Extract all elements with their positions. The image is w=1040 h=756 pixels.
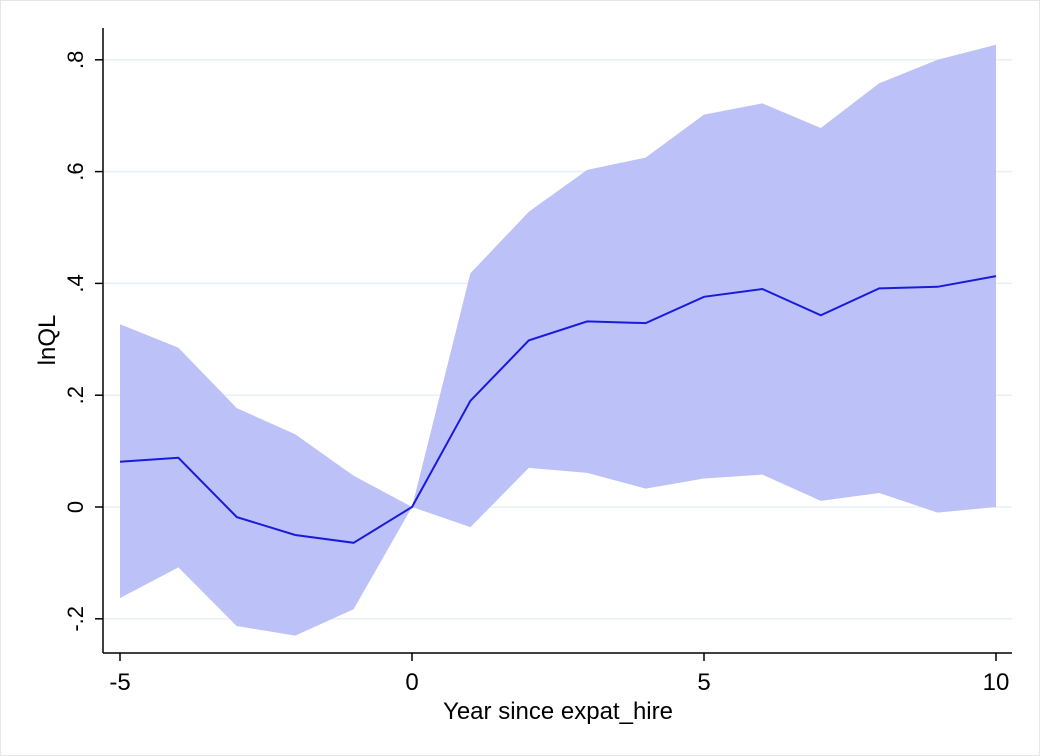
y-tick-label: .2 (63, 386, 88, 404)
y-axis-label: lnQL (34, 315, 61, 366)
series-line (119, 275, 997, 544)
y-tick-label: .8 (63, 51, 88, 69)
y-tick-label: 0 (63, 501, 88, 513)
y-tick-label: .6 (63, 162, 88, 180)
x-axis-label: Year since expat_hire (443, 698, 673, 725)
x-tick-label: 0 (405, 669, 418, 696)
x-tick-label: 10 (983, 669, 1010, 696)
y-tick-label: -.2 (63, 606, 88, 632)
confidence-band (120, 44, 996, 636)
x-tick-label: 5 (697, 669, 710, 696)
y-axis: -.2 0 .2 .4 .6 .8 (63, 28, 104, 653)
x-tick-label: -5 (109, 669, 130, 696)
y-tick-label: .4 (63, 274, 88, 292)
x-axis: -5 0 5 10 (103, 652, 1012, 696)
